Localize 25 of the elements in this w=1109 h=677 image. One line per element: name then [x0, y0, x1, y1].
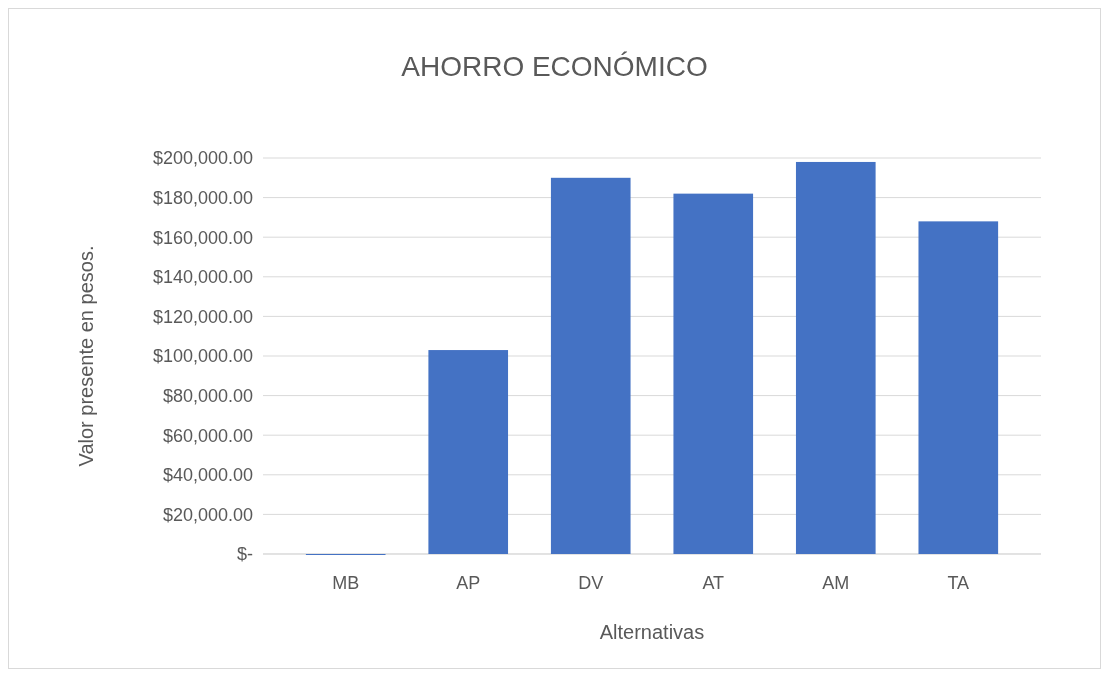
bar: [428, 350, 509, 554]
bar: [673, 193, 754, 554]
x-tick-label: DV: [578, 573, 604, 593]
y-tick-label: $20,000.00: [162, 504, 253, 525]
x-tick-label: MB: [332, 573, 360, 593]
y-tick-label: $140,000.00: [152, 267, 253, 288]
bar: [918, 221, 999, 554]
x-tick-label: AM: [822, 573, 850, 593]
y-tick-label: $60,000.00: [162, 425, 253, 446]
y-tick-label: $80,000.00: [162, 385, 253, 406]
y-axis-title: Valor presente en pesos.: [75, 245, 97, 467]
y-tick-label: $40,000.00: [162, 465, 253, 486]
x-tick-label: AT: [702, 573, 725, 593]
y-tick-label: $200,000.00: [152, 148, 253, 169]
y-tick-label: $100,000.00: [152, 346, 253, 367]
y-tick-label: $120,000.00: [152, 306, 253, 327]
x-axis-title: Alternativas: [599, 621, 705, 643]
chart-title: AHORRO ECONÓMICO: [401, 51, 708, 82]
x-tick-label: TA: [947, 573, 970, 593]
bar: [550, 177, 631, 554]
y-tick-label: $160,000.00: [152, 227, 253, 248]
y-tick-label: $-: [236, 544, 253, 565]
y-tick-label: $180,000.00: [152, 187, 253, 208]
x-tick-label: AP: [456, 573, 481, 593]
bar: [795, 161, 876, 554]
